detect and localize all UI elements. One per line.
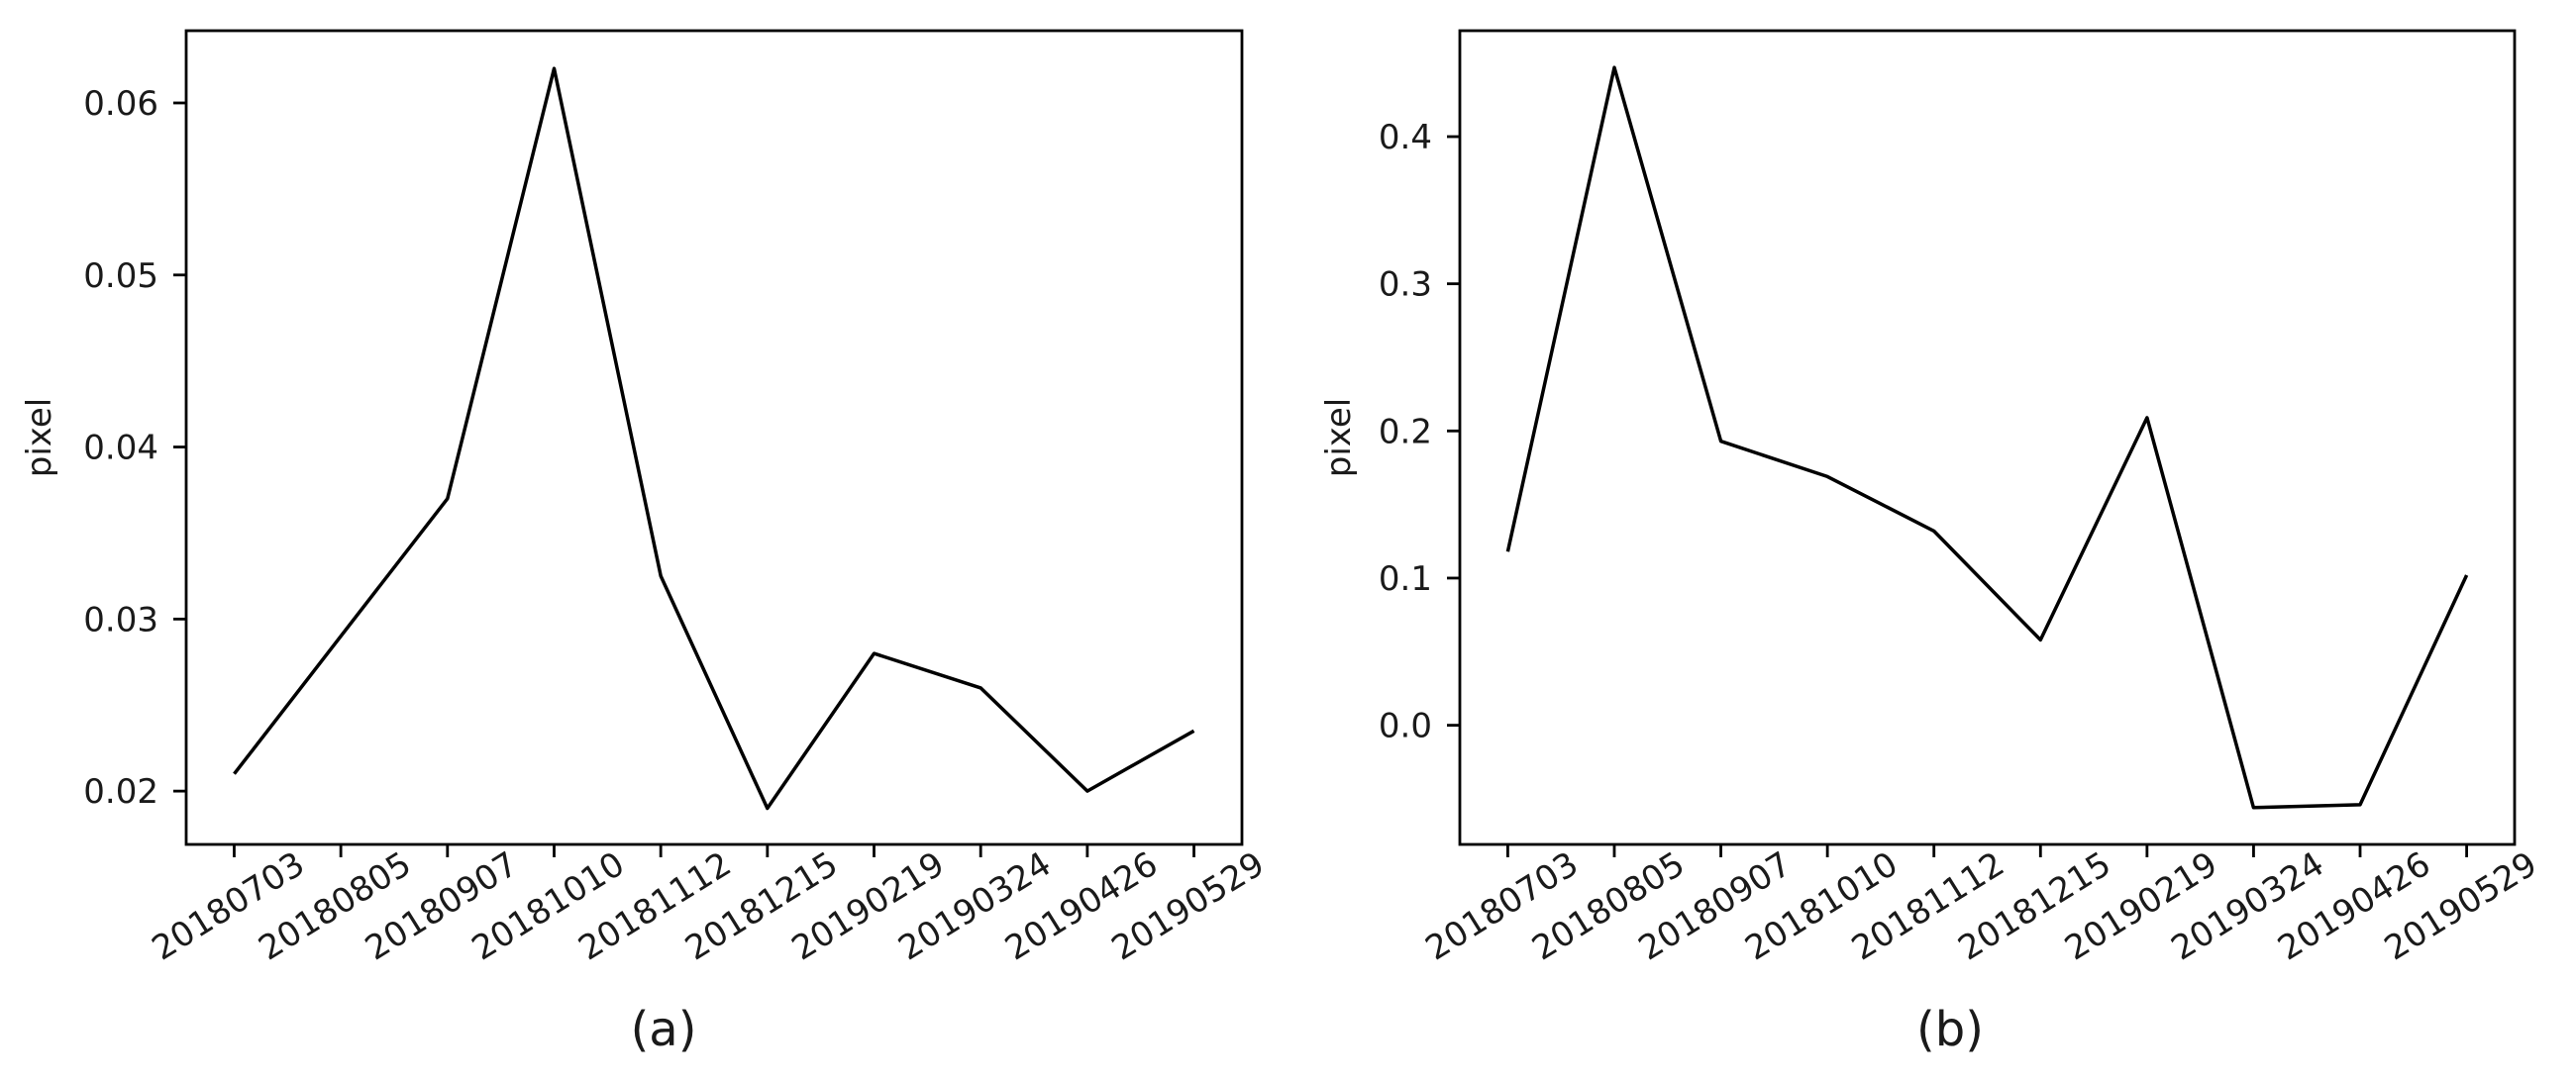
y-tick-label: 0.04 [83, 429, 158, 468]
y-tick-label: 0.2 [1379, 412, 1432, 451]
line-chart-b: 0.00.10.20.30.42018070320180805201809072… [1379, 29, 2544, 968]
plot-border [1458, 29, 2517, 846]
y-tick-label: 0.4 [1379, 118, 1432, 157]
chart-panel-b: 0.0 0.1 0.2 0.3 0.4 20180703 20180805 20180907 2… [1288, 0, 2576, 1084]
y-tick-label: 0.02 [83, 772, 158, 812]
plot-border [184, 29, 1244, 846]
y-axis-label-b: pixel [1319, 397, 1359, 478]
y-tick-label: 0.0 [1379, 707, 1432, 746]
y-axis-label-a: pixel [20, 397, 59, 478]
caption-b: (b) [1916, 1002, 1984, 1057]
y-tick-label: 0.05 [83, 256, 158, 296]
y-tick-label: 0.3 [1379, 265, 1432, 305]
line-chart-a: 0.020.030.040.050.0620180703201808052018… [83, 29, 1272, 968]
y-tick-label: 0.1 [1379, 559, 1432, 599]
caption-a: (a) [630, 1002, 697, 1057]
data-line [233, 66, 1195, 811]
chart-panel-a: 0.02 0.03 0.04 0.05 0.06 20180703 20180805 2018… [20, 29, 1272, 1057]
y-tick-label: 0.03 [83, 600, 158, 640]
data-line [1505, 65, 2469, 810]
y-tick-label: 0.06 [83, 84, 158, 124]
